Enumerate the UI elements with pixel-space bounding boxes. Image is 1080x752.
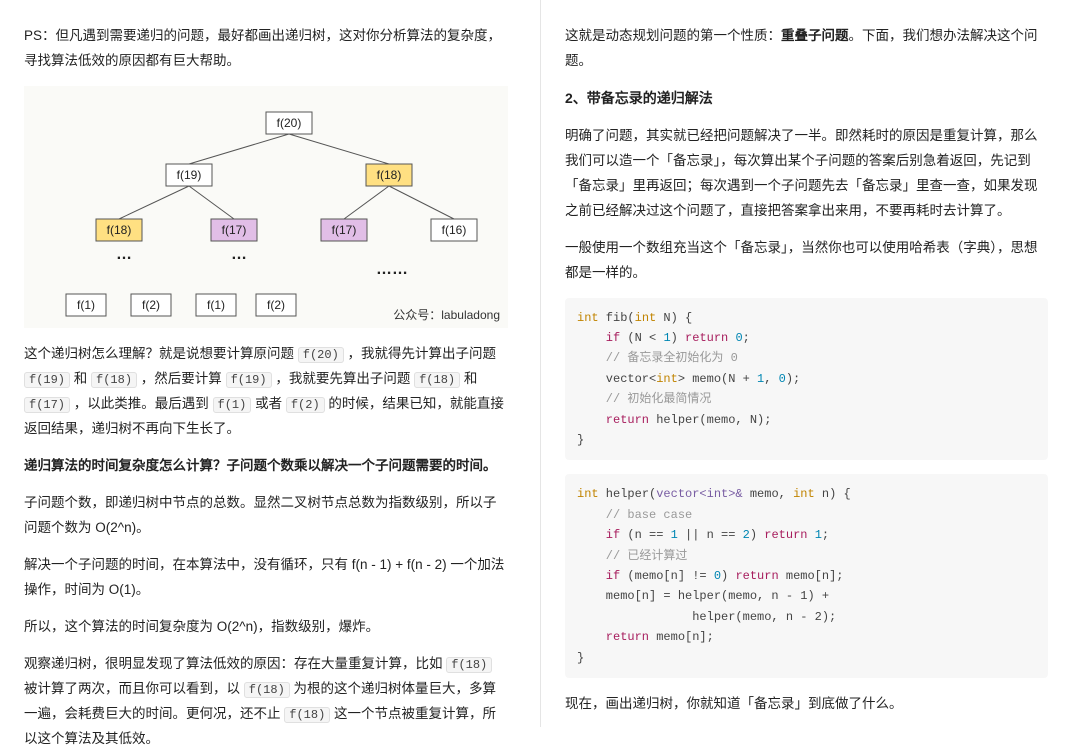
- svg-text:f(18): f(18): [107, 223, 132, 237]
- section-heading-memo: 2、带备忘录的递归解法: [565, 86, 1048, 112]
- svg-text:f(1): f(1): [207, 298, 225, 312]
- paragraph-observe: 观察递归树，很明显发现了算法低效的原因：存在大量重复计算，比如 f(18) 被计…: [24, 652, 508, 752]
- paragraph-sub2: 解决一个子问题的时间，在本算法中，没有循环，只有 f(n - 1) + f(n …: [24, 553, 508, 603]
- svg-text:…: …: [231, 246, 247, 263]
- paragraph-sub1: 子问题个数，即递归树中节点的总数。显然二叉树节点总数为指数级别，所以子问题个数为…: [24, 491, 508, 541]
- figure-credit: 公众号：labuladong: [393, 304, 500, 326]
- paragraph-tree-desc: 这个递归树怎么理解？就是说想要计算原问题 f(20) ，我就得先计算出子问题 f…: [24, 342, 508, 442]
- left-column: PS：但凡遇到需要递归的问题，最好都画出递归树，这对你分析算法的复杂度，寻找算法…: [0, 0, 540, 727]
- paragraph-intro: 这就是动态规划问题的第一个性质：重叠子问题。下面，我们想办法解决这个问题。: [565, 24, 1048, 74]
- svg-text:f(2): f(2): [267, 298, 285, 312]
- code-f18: f(18): [91, 372, 137, 388]
- svg-text:f(16): f(16): [442, 223, 467, 237]
- svg-text:……: ……: [376, 261, 408, 278]
- code-f18d: f(18): [244, 682, 290, 698]
- paragraph-memo2: 一般使用一个数组充当这个「备忘录」，当然你也可以使用哈希表（字典），思想都是一样…: [565, 236, 1048, 286]
- code-f1: f(1): [213, 397, 252, 413]
- code-f18e: f(18): [284, 707, 330, 723]
- svg-text:f(19): f(19): [177, 168, 202, 182]
- paragraph-end: 现在，画出递归树，你就知道「备忘录」到底做了什么。: [565, 692, 1048, 717]
- code-block-helper: int helper(vector<int>& memo, int n) { /…: [565, 474, 1048, 678]
- recursion-tree-svg: f(20)f(19)f(18)f(18)f(17)f(17)f(16)…………f…: [28, 94, 504, 324]
- code-f18b: f(18): [414, 372, 460, 388]
- svg-text:f(2): f(2): [142, 298, 160, 312]
- svg-text:f(1): f(1): [77, 298, 95, 312]
- right-column: 这就是动态规划问题的第一个性质：重叠子问题。下面，我们想办法解决这个问题。 2、…: [540, 0, 1080, 727]
- code-f2: f(2): [286, 397, 325, 413]
- svg-text:f(17): f(17): [222, 223, 247, 237]
- svg-text:f(18): f(18): [377, 168, 402, 182]
- code-f17: f(17): [24, 397, 70, 413]
- code-f19b: f(19): [226, 372, 272, 388]
- code-block-fib: int fib(int N) { if (N < 1) return 0; //…: [565, 298, 1048, 461]
- code-f19: f(19): [24, 372, 70, 388]
- paragraph-sub3: 所以，这个算法的时间复杂度为 O(2^n)，指数级别，爆炸。: [24, 615, 508, 640]
- paragraph-complexity-bold: 递归算法的时间复杂度怎么计算？子问题个数乘以解决一个子问题需要的时间。: [24, 454, 508, 479]
- svg-text:f(17): f(17): [332, 223, 357, 237]
- paragraph-ps: PS：但凡遇到需要递归的问题，最好都画出递归树，这对你分析算法的复杂度，寻找算法…: [24, 24, 508, 74]
- svg-text:…: …: [116, 246, 132, 263]
- recursion-tree-figure: f(20)f(19)f(18)f(18)f(17)f(17)f(16)…………f…: [24, 86, 508, 328]
- code-f18c: f(18): [446, 657, 492, 673]
- code-f20: f(20): [298, 347, 344, 363]
- svg-text:f(20): f(20): [277, 116, 302, 130]
- paragraph-memo1: 明确了问题，其实就已经把问题解决了一半。即然耗时的原因是重复计算，那么我们可以造…: [565, 124, 1048, 224]
